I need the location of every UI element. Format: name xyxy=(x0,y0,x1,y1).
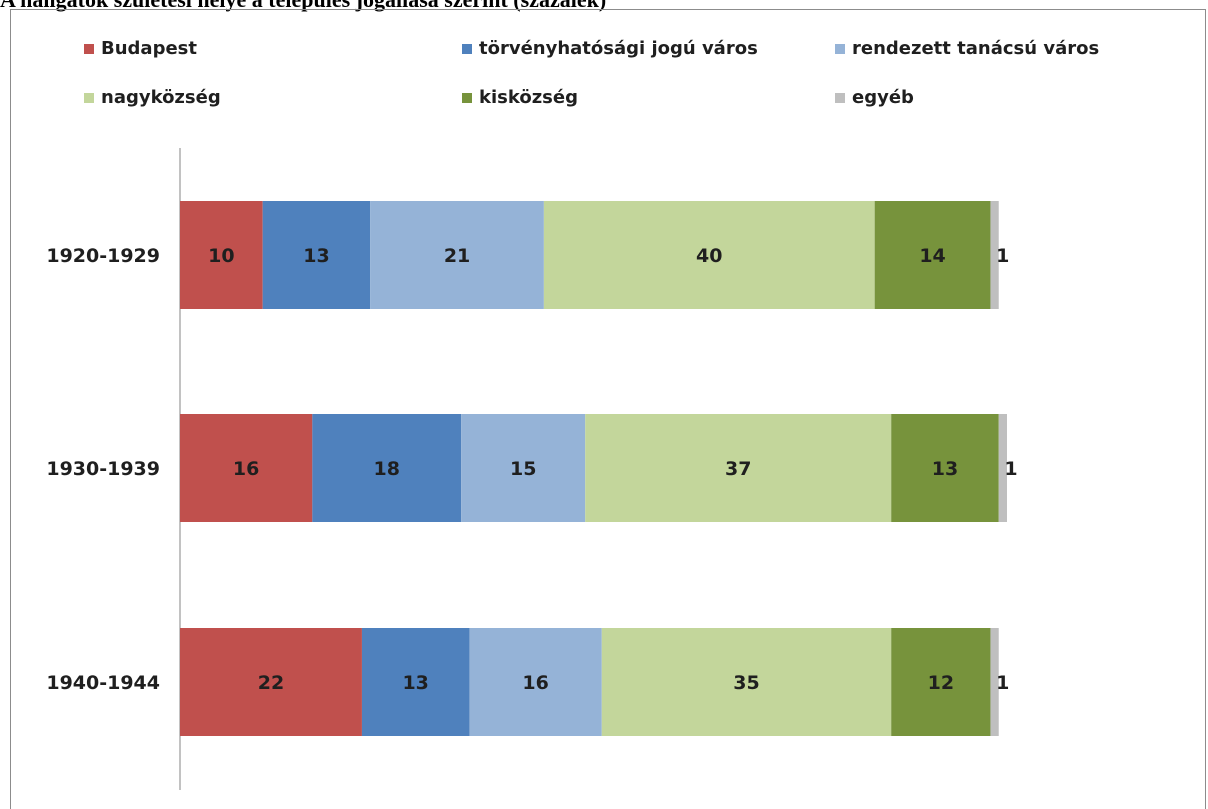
bar-segment-1930-1939-s4 xyxy=(891,414,999,522)
legend-item-budapest: Budapest xyxy=(84,38,197,59)
data-label-1940-1944-s5: 1 xyxy=(996,672,1009,694)
data-label-1940-1944-s3: 35 xyxy=(733,672,759,694)
data-label-1920-1929-s2: 21 xyxy=(444,245,470,267)
data-label-1930-1939-s2: 15 xyxy=(510,458,536,480)
bar-segment-1920-1929-s4 xyxy=(874,201,991,309)
legend-item-torvenyhatosagi: törvényhatósági jogú város xyxy=(462,38,758,59)
data-label-1920-1929-s1: 13 xyxy=(303,245,329,267)
legend-label-budapest: Budapest xyxy=(101,38,197,59)
data-label-1930-1939-s1: 18 xyxy=(374,458,400,480)
legend-item-kiskozseg: kisközség xyxy=(462,87,578,108)
chart-frame xyxy=(10,9,1206,809)
legend-item-nagykozseg: nagyközség xyxy=(84,87,221,108)
bar-segment-1920-1929-s3 xyxy=(543,201,875,309)
bar-segment-1940-1944-s4 xyxy=(891,628,991,736)
bar-segment-1940-1944-s0 xyxy=(180,628,362,736)
legend-item-egyeb: egyéb xyxy=(835,87,914,108)
legend-label-rendezett: rendezett tanácsú város xyxy=(852,38,1100,59)
bar-segment-1940-1944-s3 xyxy=(601,628,892,736)
bar-segment-1930-1939-s0 xyxy=(180,414,313,522)
y-tick-label-1940-1944: 1940-1944 xyxy=(46,672,160,694)
bar-segment-1940-1944-s1 xyxy=(361,628,470,736)
legend-label-nagykozseg: nagyközség xyxy=(101,87,221,108)
data-label-1940-1944-s4: 12 xyxy=(928,672,954,694)
legend-label-kiskozseg: kisközség xyxy=(479,87,578,108)
bar-segment-1930-1939-s5 xyxy=(998,414,1007,522)
legend-swatch-nagykozseg xyxy=(84,92,94,103)
data-label-1920-1929-s5: 1 xyxy=(996,245,1009,267)
data-label-1920-1929-s4: 14 xyxy=(919,245,945,267)
legend-label-egyeb: egyéb xyxy=(852,87,914,108)
data-label-1940-1944-s1: 13 xyxy=(402,672,428,694)
bar-segment-1920-1929-s0 xyxy=(180,201,263,309)
page-title: A hallgatók születési helye a település … xyxy=(0,0,1208,12)
legend-item-rendezett: rendezett tanácsú város xyxy=(835,38,1099,59)
bar-segment-1930-1939-s1 xyxy=(312,414,462,522)
bar-segment-1920-1929-s1 xyxy=(262,201,371,309)
bar-segment-1920-1929-s5 xyxy=(990,201,999,309)
data-label-1940-1944-s2: 16 xyxy=(522,672,548,694)
bar-segment-1940-1944-s2 xyxy=(469,628,602,736)
data-label-1940-1944-s0: 22 xyxy=(258,672,284,694)
data-label-1930-1939-s3: 37 xyxy=(725,458,751,480)
y-tick-label-1930-1939: 1930-1939 xyxy=(46,458,160,480)
data-label-1920-1929-s3: 40 xyxy=(696,245,722,267)
data-label-1930-1939-s0: 16 xyxy=(233,458,259,480)
legend-swatch-rendezett xyxy=(835,43,845,54)
bar-segment-1930-1939-s3 xyxy=(585,414,892,522)
bar-segment-1920-1929-s2 xyxy=(370,201,544,309)
bar-segment-1930-1939-s2 xyxy=(461,414,586,522)
legend-label-torvenyhatosagi: törvényhatósági jogú város xyxy=(479,38,758,59)
data-label-1920-1929-s0: 10 xyxy=(208,245,234,267)
legend-swatch-torvenyhatosagi xyxy=(462,43,472,54)
bars-layer: 1920-1929 10 13 21 40 14 1 1930-1939 16 18 15 37 13 1… xyxy=(46,201,1018,736)
legend-swatch-budapest xyxy=(84,43,94,54)
legend-swatch-egyeb xyxy=(835,92,845,103)
data-label-1930-1939-s5: 1 xyxy=(1004,458,1017,480)
y-tick-label-1920-1929: 1920-1929 xyxy=(46,245,160,267)
data-label-1930-1939-s4: 13 xyxy=(932,458,958,480)
legend-swatch-kiskozseg xyxy=(462,92,472,103)
bar-segment-1940-1944-s5 xyxy=(990,628,999,736)
